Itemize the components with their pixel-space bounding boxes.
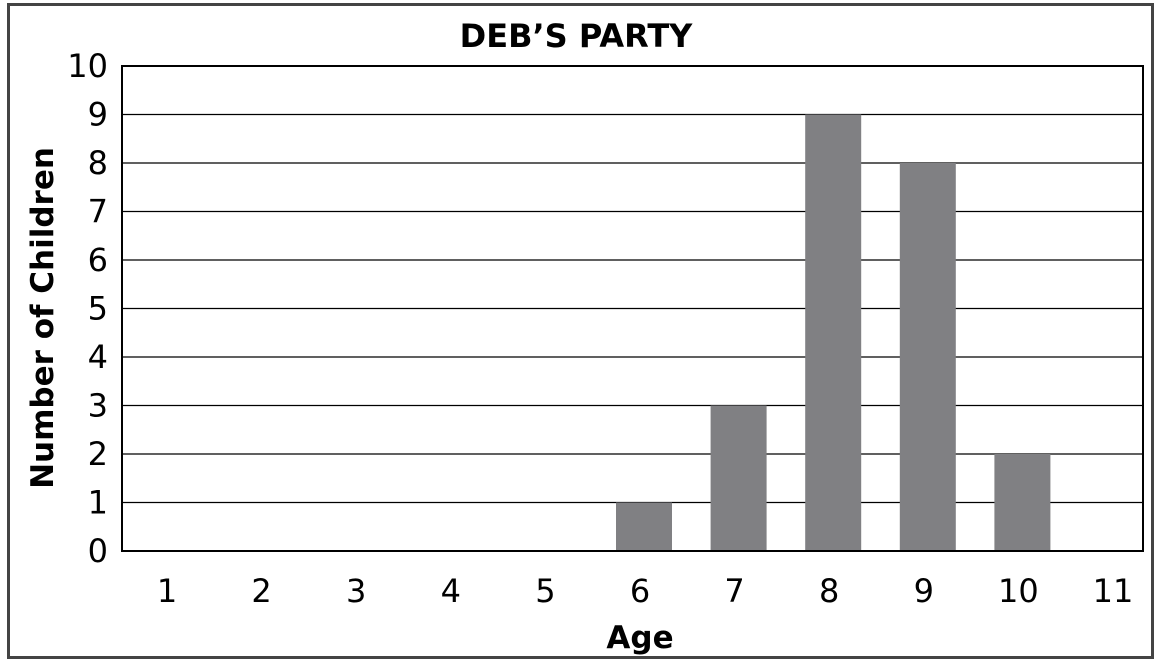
y-tick-label: 7 xyxy=(88,193,108,231)
x-tick-label: 6 xyxy=(630,572,650,610)
x-tick-label: 2 xyxy=(251,572,271,610)
gridlines xyxy=(122,113,1143,504)
y-tick-labels: 0 1 2 3 4 5 6 7 8 9 10 xyxy=(67,47,108,570)
bar-age-7 xyxy=(710,405,767,551)
y-tick-label: 5 xyxy=(88,290,108,328)
x-tick-label: 11 xyxy=(1093,572,1134,610)
y-tick-label: 9 xyxy=(88,96,108,134)
x-tick-label: 3 xyxy=(346,572,366,610)
x-tick-label: 10 xyxy=(998,572,1039,610)
y-tick-label: 10 xyxy=(67,47,108,85)
y-tick-label: 2 xyxy=(88,435,108,473)
y-tick-label: 8 xyxy=(88,144,108,182)
x-tick-label: 5 xyxy=(535,572,555,610)
x-tick-label: 8 xyxy=(819,572,839,610)
y-tick-label: 4 xyxy=(88,338,108,376)
plot-area-border xyxy=(121,65,1144,552)
x-tick-labels: 1 2 3 4 5 6 7 8 9 10 11 xyxy=(157,572,1134,610)
y-tick-label: 0 xyxy=(88,532,108,570)
chart-frame xyxy=(7,3,1154,659)
chart-title: DEB’S PARTY xyxy=(460,17,693,55)
y-tick-label: 6 xyxy=(88,241,108,279)
x-tick-label: 1 xyxy=(157,572,177,610)
bar-age-10 xyxy=(994,454,1051,551)
x-axis-label: Age xyxy=(606,620,673,656)
y-tick-label: 1 xyxy=(88,484,108,522)
x-tick-label: 7 xyxy=(724,572,744,610)
bars xyxy=(616,114,1051,551)
x-tick-label: 4 xyxy=(441,572,461,610)
x-tick-label: 9 xyxy=(914,572,934,610)
y-tick-label: 3 xyxy=(88,387,108,425)
bar-age-9 xyxy=(899,163,956,551)
y-axis-label: Number of Children xyxy=(25,147,61,489)
bar-age-8 xyxy=(805,114,862,551)
bar-age-6 xyxy=(616,502,672,551)
